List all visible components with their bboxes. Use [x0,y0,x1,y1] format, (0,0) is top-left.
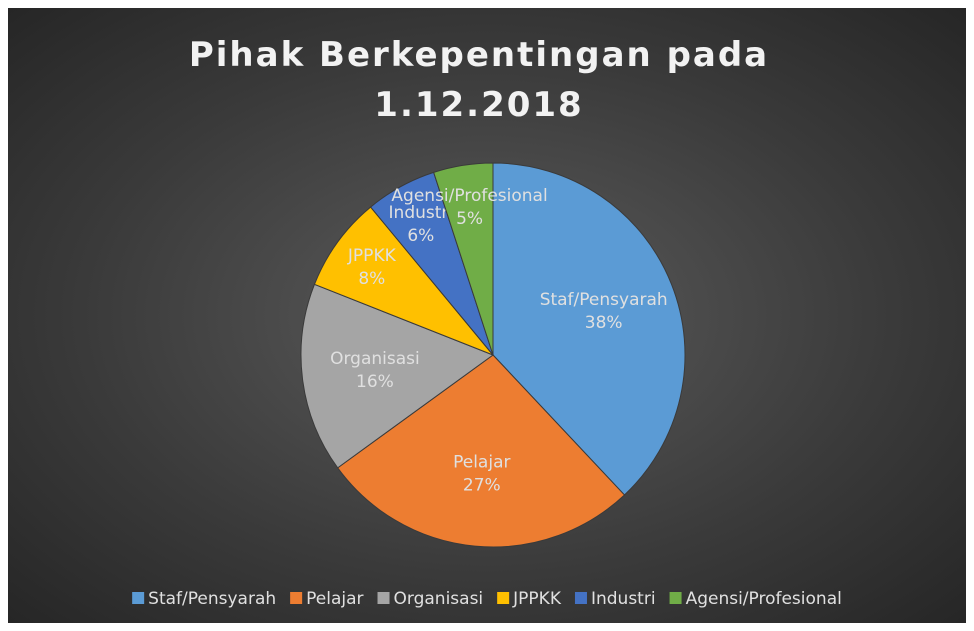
data-label-name: Industri [389,203,454,223]
pie-slice [313,206,494,356]
legend-label: Industri [591,589,656,609]
legend-label: Pelajar [306,589,363,609]
data-label-name: Agensi/Profesional [391,186,547,206]
data-label-value: 8% [358,269,385,289]
legend-swatch [377,592,390,604]
legend-label: Agensi/Profesional [686,589,842,609]
data-label-name: JPPKK [347,246,397,266]
data-label-value: 16% [356,372,394,392]
legend-label: Staf/Pensyarah [148,589,276,609]
data-label-value: 6% [407,226,434,246]
legend-swatch [497,592,510,604]
pie-slice [336,354,626,548]
pie-slice [492,162,686,496]
legend-swatch [132,592,145,604]
data-label-name: Organisasi [330,349,420,369]
legend-label: JPPKK [512,589,562,609]
legend-swatch [290,592,303,604]
pie-slice [433,162,494,356]
data-label-name: Staf/Pensyarah [540,290,668,310]
data-label-value: 5% [456,209,483,229]
data-label-name: Pelajar [453,453,510,473]
data-label-value: 38% [585,313,623,333]
legend-swatch [574,592,587,604]
legend-swatch [669,592,682,604]
pie-slice [300,283,495,469]
chart-title: Pihak Berkepentingan pada 1.12.2018 [188,35,770,125]
legend-label: Organisasi [394,589,484,609]
data-label-value: 27% [463,476,501,496]
